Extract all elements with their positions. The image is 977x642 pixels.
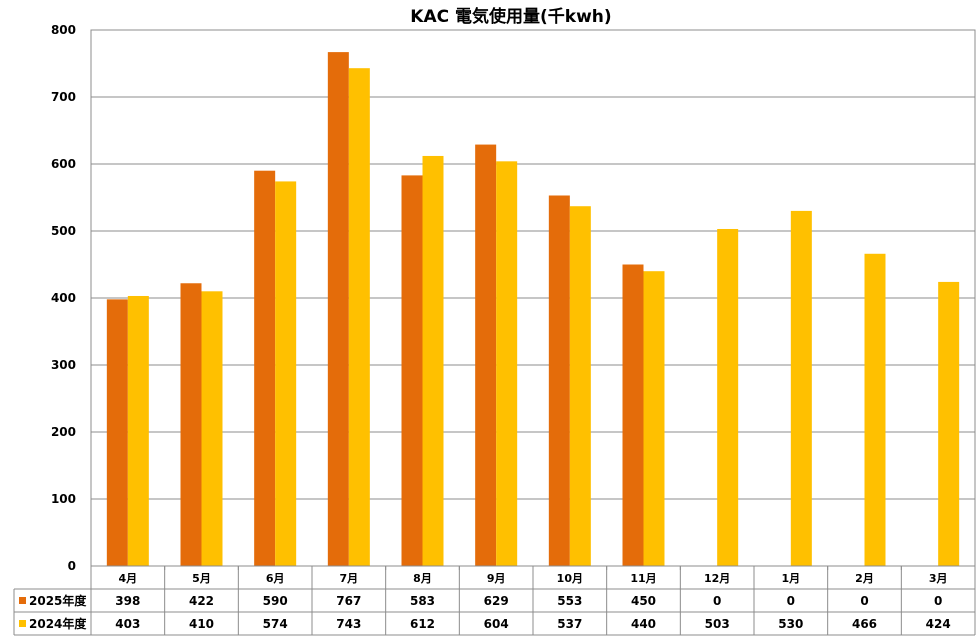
data-label: 422 xyxy=(189,594,214,608)
x-tick-label: 3月 xyxy=(929,572,948,585)
data-label: 537 xyxy=(557,617,582,631)
gridlines xyxy=(90,29,976,570)
y-tick-label: 0 xyxy=(68,559,76,573)
y-tick-label: 800 xyxy=(51,23,76,37)
data-label: 0 xyxy=(860,594,868,608)
x-tick-label: 2月 xyxy=(855,572,874,585)
data-label: 767 xyxy=(336,594,361,608)
data-label: 450 xyxy=(631,594,656,608)
bar-series2 xyxy=(348,68,370,566)
data-label: 583 xyxy=(410,594,435,608)
bar-series2 xyxy=(201,291,223,566)
x-tick-label: 7月 xyxy=(340,572,359,585)
data-label: 743 xyxy=(336,617,361,631)
data-label: 440 xyxy=(631,617,656,631)
x-tick-label: 6月 xyxy=(266,572,285,585)
x-tick-label: 1月 xyxy=(782,572,801,585)
legend-key xyxy=(19,597,26,604)
bar-series2 xyxy=(790,210,812,566)
data-label: 0 xyxy=(787,594,795,608)
bar-series2 xyxy=(938,281,960,566)
bars xyxy=(106,52,960,567)
x-tick-label: 8月 xyxy=(413,572,432,585)
y-tick-label: 700 xyxy=(51,90,76,104)
y-tick-label: 300 xyxy=(51,358,76,372)
bar-series1 xyxy=(401,175,423,566)
bar-series2 xyxy=(127,295,149,566)
data-label: 403 xyxy=(115,617,140,631)
legend-label: 2024年度 xyxy=(29,616,87,631)
x-tick-label: 9月 xyxy=(487,572,506,585)
bar-series2 xyxy=(569,206,591,566)
bar-series2 xyxy=(643,271,665,566)
bar-series2 xyxy=(864,253,886,566)
data-label: 503 xyxy=(705,617,730,631)
bar-series1 xyxy=(327,52,349,567)
x-tick-label: 10月 xyxy=(557,572,583,585)
y-tick-label: 600 xyxy=(51,157,76,171)
bar-series2 xyxy=(275,181,297,567)
bar-series2 xyxy=(496,161,518,566)
data-table: 4月 5月 6月 7月 8月 9月 10月 11月 12月 1月 2月 3月 2025年度 398 422 5… xyxy=(13,565,976,636)
bar-series2 xyxy=(422,155,444,566)
legend-key xyxy=(19,620,26,627)
y-tick-label: 400 xyxy=(51,291,76,305)
bar-series2 xyxy=(717,228,739,567)
y-axis-ticks: 0 100 200 300 400 500 600 700 800 xyxy=(51,23,76,573)
x-tick-label: 11月 xyxy=(630,572,656,585)
data-label: 530 xyxy=(778,617,803,631)
legend-label: 2025年度 xyxy=(29,593,87,608)
data-label: 424 xyxy=(926,617,951,631)
bar-series1 xyxy=(622,264,644,566)
data-label: 604 xyxy=(484,617,509,631)
data-label: 0 xyxy=(934,594,942,608)
bar-series1 xyxy=(254,170,276,566)
data-label: 574 xyxy=(263,617,288,631)
x-tick-label: 4月 xyxy=(119,572,138,585)
y-tick-label: 100 xyxy=(51,492,76,506)
data-label: 466 xyxy=(852,617,877,631)
data-label: 398 xyxy=(115,594,140,608)
bar-series1 xyxy=(180,283,202,566)
bar-series1 xyxy=(475,144,497,566)
x-tick-label: 12月 xyxy=(704,572,730,585)
y-tick-label: 500 xyxy=(51,224,76,238)
data-label: 612 xyxy=(410,617,435,631)
data-label: 553 xyxy=(557,594,582,608)
data-label: 410 xyxy=(189,617,214,631)
bar-series1 xyxy=(548,195,570,567)
x-tick-label: 5月 xyxy=(192,572,211,585)
y-tick-label: 200 xyxy=(51,425,76,439)
data-label: 590 xyxy=(263,594,288,608)
data-label: 0 xyxy=(713,594,721,608)
data-label: 629 xyxy=(484,594,509,608)
bar-series1 xyxy=(106,299,128,566)
chart-title: KAC 電気使用量(千kwh) xyxy=(410,6,611,27)
